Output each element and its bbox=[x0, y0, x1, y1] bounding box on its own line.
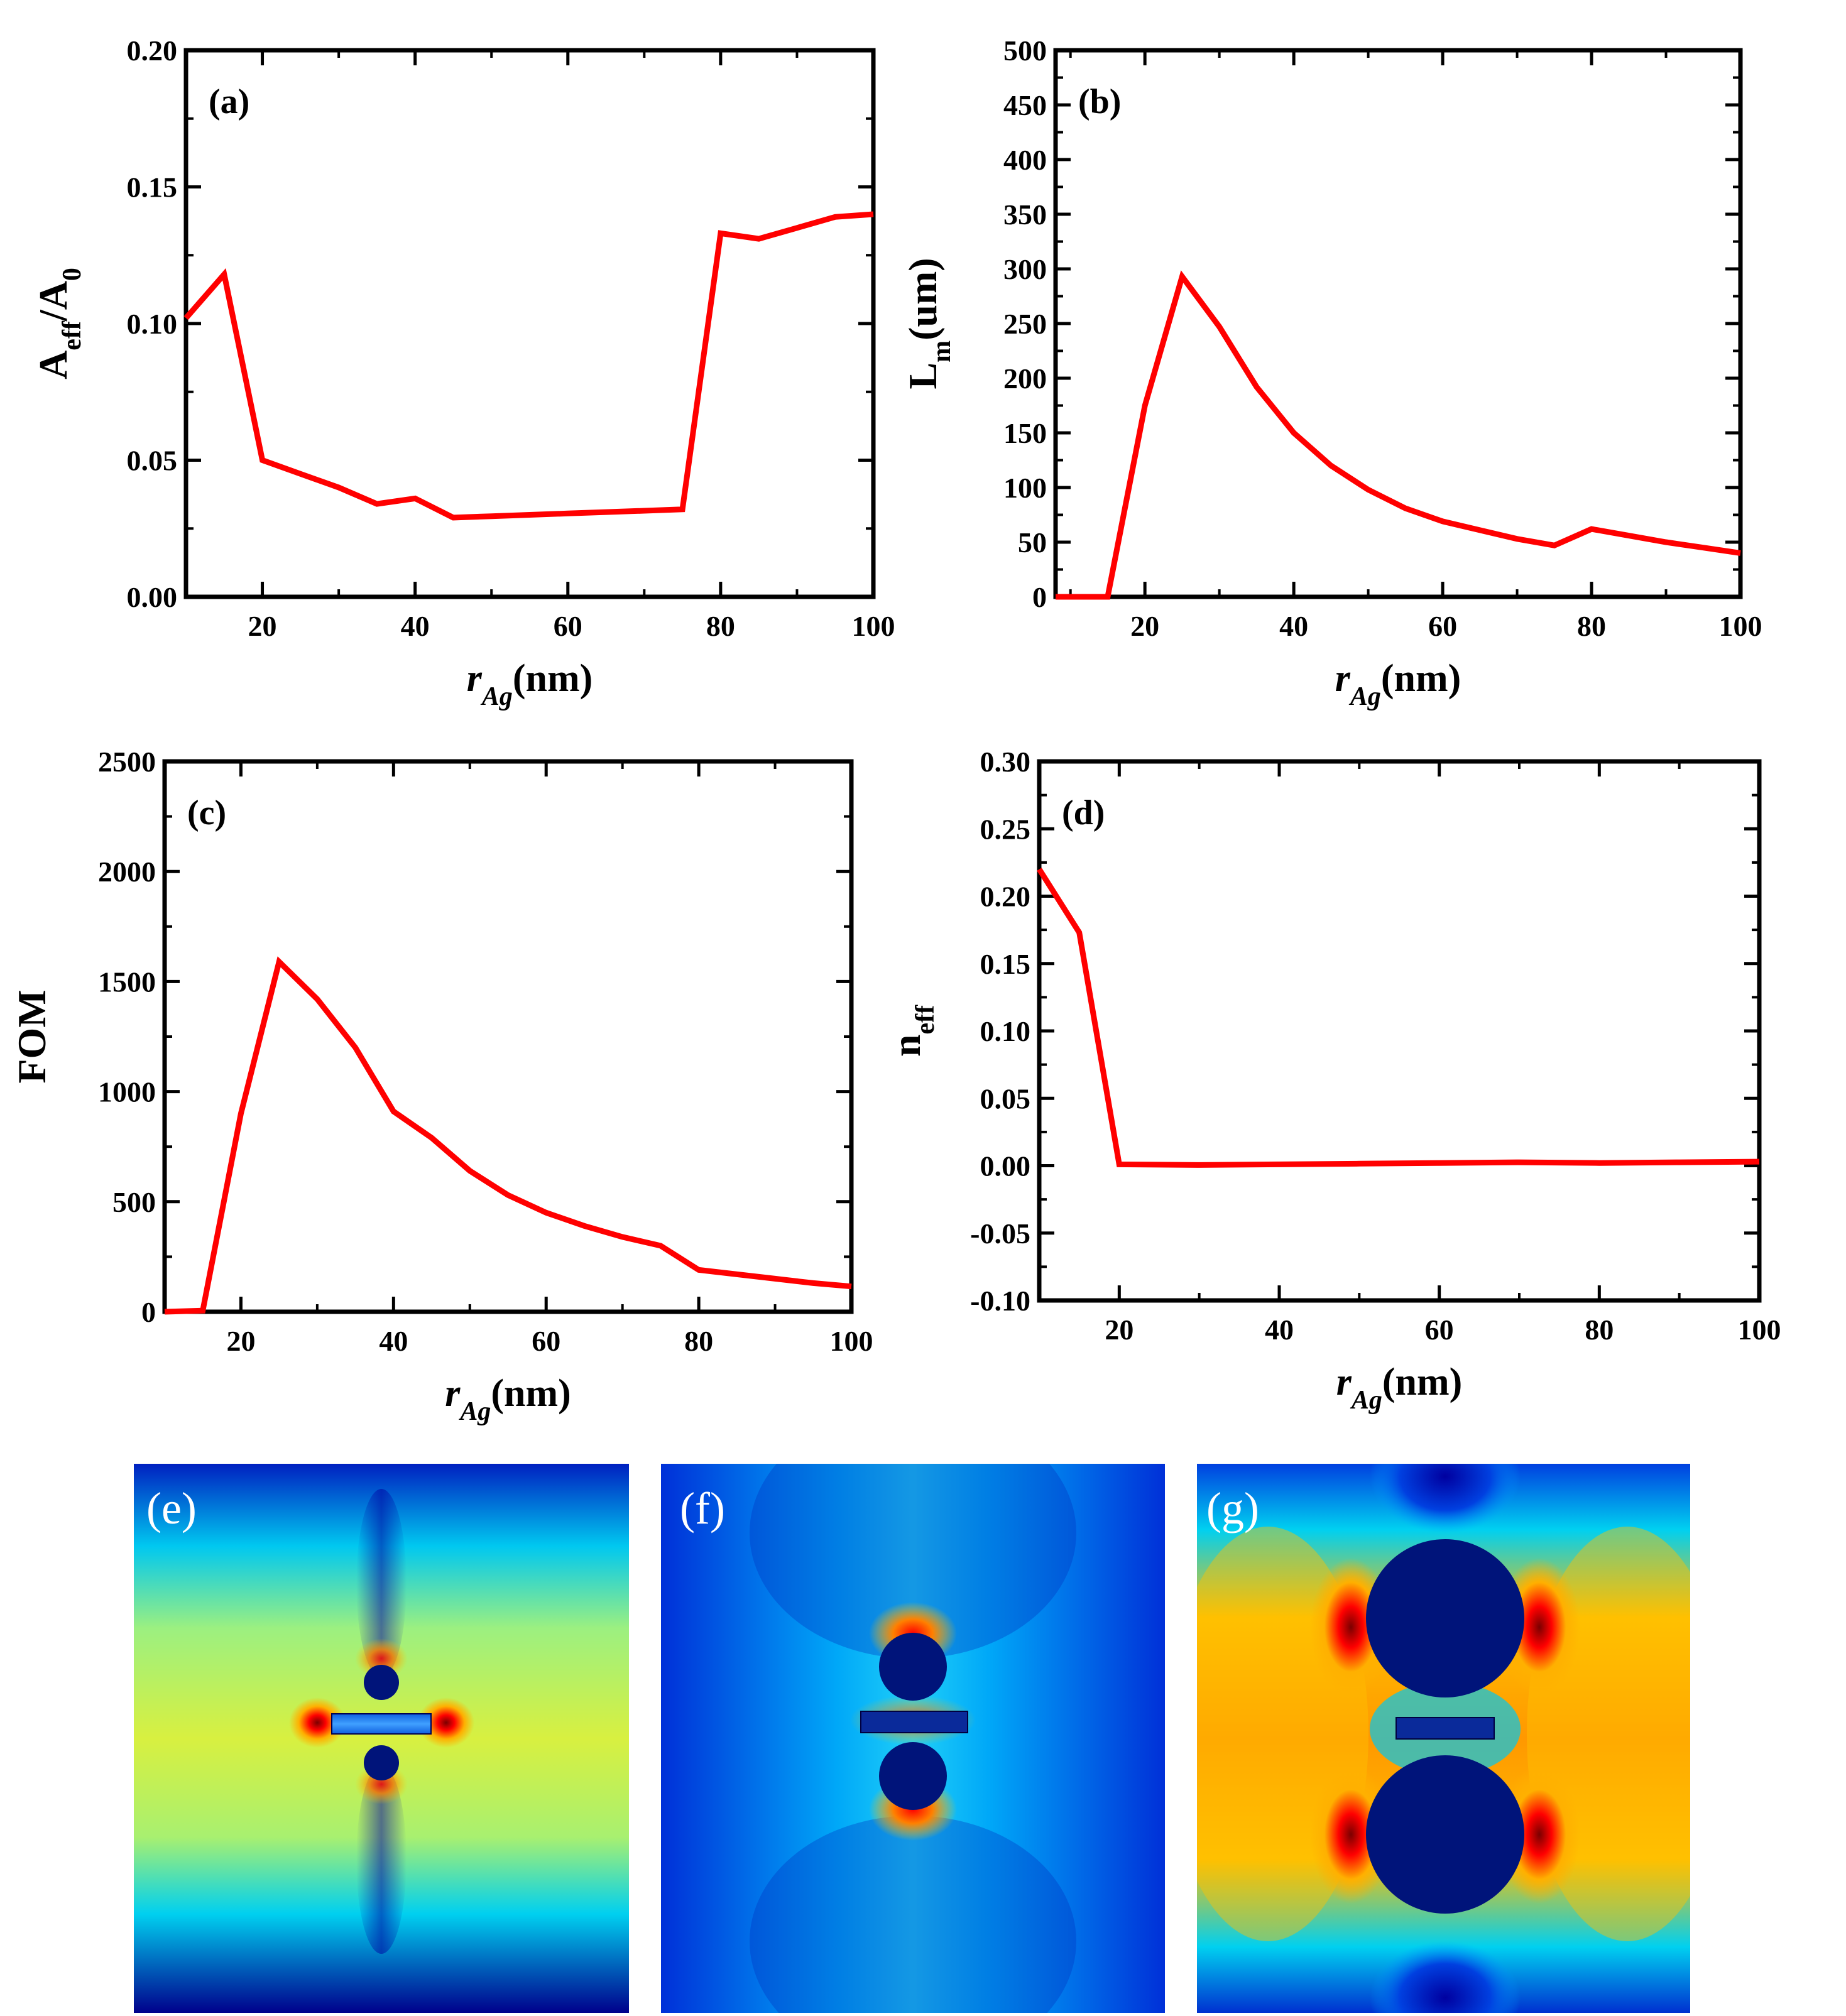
chart-d: -0.10 -0.05 0.00 0.05 0.10 0.15 0.20 0.25 0.30 20… bbox=[884, 746, 1781, 1415]
series-line bbox=[183, 211, 874, 521]
y-tick-label: 500 bbox=[1003, 35, 1047, 67]
y-tick-label: 0.30 bbox=[980, 746, 1031, 778]
y-tick-label: 0.00 bbox=[127, 581, 178, 613]
plot-frame bbox=[162, 759, 854, 1314]
x-tick-label: 60 bbox=[532, 1325, 560, 1357]
field-map-g: (g) bbox=[1197, 1464, 1690, 2013]
x-tick-label: 80 bbox=[684, 1325, 713, 1357]
y-tick-label: 350 bbox=[1003, 199, 1047, 231]
y-tick-label: 0.15 bbox=[127, 172, 178, 204]
x-tick-label: 100 bbox=[852, 610, 895, 642]
y-tick-label: 0.05 bbox=[127, 445, 178, 477]
chart-a: 0.00 0.05 0.10 0.15 0.20 20 40 60 80 100 (a) rAg(nm… bbox=[31, 35, 895, 711]
x-tick-label: 60 bbox=[1428, 610, 1457, 642]
x-tick-label: 20 bbox=[226, 1325, 255, 1357]
x-tick-label: 80 bbox=[706, 610, 735, 642]
y-tick-label: 50 bbox=[1018, 526, 1047, 558]
series-line bbox=[1037, 868, 1760, 1168]
x-tick-label: 20 bbox=[1130, 610, 1159, 642]
x-axis-label: rAg(nm) bbox=[1336, 1361, 1463, 1415]
y-tick-label: 0.25 bbox=[980, 813, 1031, 845]
panel-label-f: (f) bbox=[680, 1483, 725, 1534]
y-tick-label: 1500 bbox=[98, 966, 156, 998]
x-tick-label: 40 bbox=[379, 1325, 408, 1357]
y-tick-label: 0.05 bbox=[980, 1082, 1031, 1114]
x-tick-label: 60 bbox=[1425, 1314, 1454, 1346]
y-tick-label: 400 bbox=[1003, 144, 1047, 176]
y-tick-label: 0 bbox=[1032, 581, 1047, 613]
y-tick-label: 2500 bbox=[98, 746, 156, 778]
y-tick-label: 0.20 bbox=[980, 881, 1031, 913]
panel-label: (b) bbox=[1078, 82, 1121, 121]
y-axis-label: neff bbox=[884, 1005, 940, 1057]
y-tick-label: 0.15 bbox=[980, 948, 1031, 980]
series-line bbox=[164, 956, 852, 1315]
y-tick-label: 2000 bbox=[98, 856, 156, 888]
y-tick-label: -0.10 bbox=[970, 1285, 1030, 1317]
y-axis-label: Aeff/A0 bbox=[31, 268, 87, 379]
x-tick-label: 40 bbox=[401, 610, 430, 642]
chart-b: 0 50 100 150 200 250 300 350 400 450 500 20 40 60 80 10… bbox=[900, 35, 1762, 711]
x-axis-label: rAg(nm) bbox=[467, 657, 593, 711]
panel-label-e: (e) bbox=[146, 1483, 197, 1534]
x-axis-label: rAg(nm) bbox=[445, 1372, 571, 1426]
y-tick-label: 250 bbox=[1003, 308, 1047, 340]
y-tick-label: 0.10 bbox=[127, 308, 178, 340]
x-tick-label: 100 bbox=[830, 1325, 873, 1357]
panel-label: (a) bbox=[209, 82, 249, 121]
y-tick-label: 0.20 bbox=[127, 35, 178, 67]
y-tick-label: 0.10 bbox=[980, 1015, 1031, 1047]
y-tick-label: 100 bbox=[1003, 472, 1047, 504]
panel-label-g: (g) bbox=[1206, 1483, 1259, 1534]
x-tick-label: 60 bbox=[554, 610, 582, 642]
y-axis-label: Lm(um) bbox=[900, 258, 956, 389]
y-tick-label: 450 bbox=[1003, 89, 1047, 121]
plot-frame bbox=[1053, 48, 1743, 599]
y-tick-label: 500 bbox=[112, 1186, 156, 1218]
x-tick-label: 20 bbox=[248, 610, 277, 642]
series-line bbox=[1056, 270, 1741, 600]
x-tick-label: 100 bbox=[1719, 610, 1762, 642]
chart-c: 0 500 1000 1500 2000 2500 20 40 60 80 100 (c) rAg(nm… bbox=[9, 746, 873, 1426]
x-tick-label: 20 bbox=[1105, 1314, 1133, 1346]
y-tick-label: -0.05 bbox=[970, 1218, 1030, 1250]
x-tick-label: 40 bbox=[1265, 1314, 1294, 1346]
field-map-f: (f) bbox=[661, 1464, 1165, 2013]
field-map-e: (e) bbox=[134, 1464, 629, 2013]
y-tick-label: 150 bbox=[1003, 417, 1047, 449]
y-tick-label: 200 bbox=[1003, 362, 1047, 395]
x-tick-label: 80 bbox=[1577, 610, 1606, 642]
plot-frame bbox=[1037, 759, 1762, 1303]
panel-label: (d) bbox=[1062, 793, 1105, 832]
x-axis-label: rAg(nm) bbox=[1335, 657, 1461, 711]
panel-label: (c) bbox=[187, 793, 226, 832]
x-tick-label: 40 bbox=[1279, 610, 1308, 642]
y-tick-label: 0.00 bbox=[980, 1150, 1031, 1182]
x-tick-label: 100 bbox=[1738, 1314, 1781, 1346]
y-tick-label: 0 bbox=[141, 1296, 156, 1328]
x-tick-label: 80 bbox=[1585, 1314, 1614, 1346]
y-tick-label: 300 bbox=[1003, 253, 1047, 285]
y-tick-label: 1000 bbox=[98, 1076, 156, 1108]
y-axis-label: FOM bbox=[9, 989, 54, 1083]
